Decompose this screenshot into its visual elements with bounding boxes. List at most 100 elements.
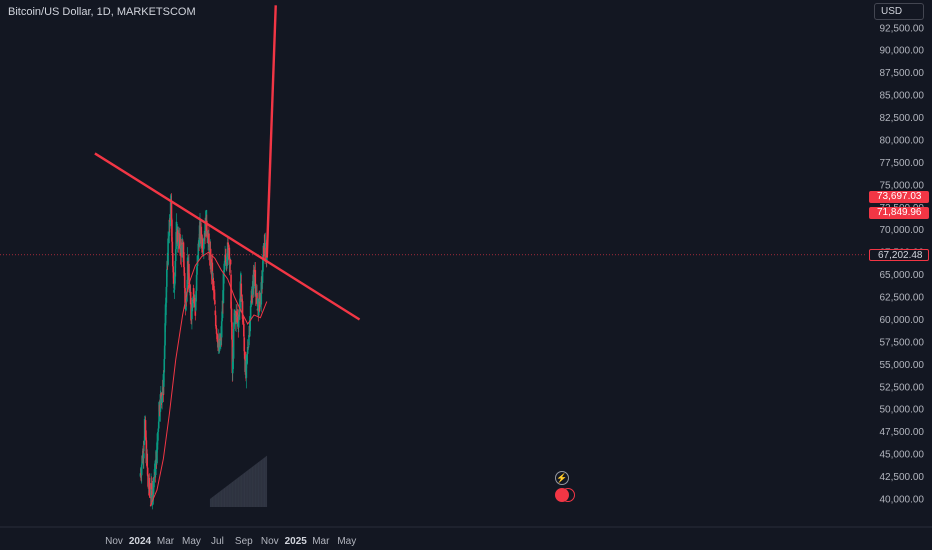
candle-body <box>153 475 156 479</box>
x-tick-label: Nov <box>261 536 279 547</box>
candle <box>247 336 250 350</box>
candle-body <box>207 237 209 243</box>
candle <box>191 299 194 312</box>
candle-body <box>222 273 225 304</box>
y-tick-label: 65,000.00 <box>880 270 925 281</box>
trendline-descending <box>94 152 361 321</box>
candle <box>212 277 215 300</box>
y-tick-label: 40,000.00 <box>880 495 925 506</box>
candle-body <box>224 254 227 258</box>
candle-body <box>228 247 231 266</box>
y-tick-label: 92,500.00 <box>880 23 925 34</box>
candle-body <box>219 339 222 346</box>
candle-body <box>181 243 184 245</box>
candle <box>263 233 266 262</box>
candle-body <box>150 483 152 498</box>
candle-body <box>247 346 250 348</box>
candle-body <box>183 267 186 274</box>
candle <box>256 284 258 307</box>
candle-body <box>247 347 249 348</box>
candle-body <box>236 313 238 318</box>
candle-body <box>143 419 146 441</box>
candle-body <box>221 300 224 319</box>
candle-body <box>260 282 263 305</box>
moving-average-line <box>149 251 268 507</box>
candle <box>166 252 169 277</box>
candle <box>246 354 248 369</box>
candle-body <box>214 315 217 327</box>
candle <box>229 258 232 274</box>
candle-body <box>177 230 179 242</box>
y-tick-label: 90,000.00 <box>880 46 925 57</box>
candle <box>231 347 234 381</box>
candle <box>249 318 252 337</box>
candle-body <box>230 274 232 309</box>
candle-body <box>262 255 264 272</box>
candle-body <box>249 320 252 332</box>
y-tick-label: 42,500.00 <box>880 472 925 483</box>
candle-body <box>165 302 167 315</box>
candle-body <box>175 221 178 232</box>
y-tick-label: 85,000.00 <box>880 91 925 102</box>
currency-button[interactable]: USD <box>874 3 924 20</box>
candle <box>143 448 145 469</box>
candle <box>223 269 225 291</box>
candle-body <box>231 355 234 374</box>
candle-body <box>194 301 197 311</box>
candle-body <box>230 308 233 323</box>
candle-body <box>253 269 255 289</box>
candle-body <box>158 402 160 422</box>
candle <box>144 416 147 440</box>
candle <box>246 353 249 365</box>
x-tick-label: Mar <box>157 536 175 547</box>
candle-body <box>184 287 186 303</box>
candle-body <box>168 235 170 244</box>
candle-body <box>154 463 156 476</box>
lightning-icon[interactable]: ⚡ <box>555 471 569 485</box>
candle-body <box>140 475 143 476</box>
x-axis: Nov 2024 Mar May Jul Sep Nov 2025 Mar May <box>0 526 932 547</box>
candle-body <box>211 262 214 280</box>
candle-body <box>188 279 191 293</box>
candle-body <box>174 249 177 262</box>
candle <box>223 262 226 275</box>
candle-body <box>179 249 182 256</box>
candle-body <box>243 323 245 337</box>
candle-body <box>214 310 217 316</box>
candle-body <box>172 272 175 284</box>
candle <box>181 234 183 263</box>
candle-body <box>213 290 215 293</box>
candle <box>240 275 243 302</box>
event-icon[interactable] <box>561 488 575 502</box>
x-tick-label: Mar <box>312 536 330 547</box>
candle-body <box>149 491 152 497</box>
candle-body <box>237 321 240 328</box>
candle <box>153 469 155 489</box>
candle-body <box>165 286 168 303</box>
candle-body <box>211 273 214 280</box>
candle-body <box>180 243 183 247</box>
candle <box>221 290 224 319</box>
candle-body <box>235 312 238 314</box>
candle-body <box>192 296 194 302</box>
candle-body <box>231 322 233 340</box>
candle <box>240 271 242 283</box>
y-tick-label: 75,000.00 <box>880 180 925 191</box>
candle <box>188 254 190 281</box>
candle-body <box>196 266 198 275</box>
candle-body <box>241 299 243 302</box>
candle-body <box>197 259 199 262</box>
candle-body <box>170 195 172 201</box>
candle <box>214 289 216 306</box>
candle <box>150 473 152 507</box>
candle-body <box>193 294 195 298</box>
candle <box>235 303 237 333</box>
candle-body <box>257 298 260 316</box>
candle-body <box>158 404 161 412</box>
candle-body <box>240 283 243 302</box>
candle-body <box>263 245 265 257</box>
candle <box>153 474 156 488</box>
candle-body <box>209 248 212 270</box>
candle-body <box>255 294 257 297</box>
